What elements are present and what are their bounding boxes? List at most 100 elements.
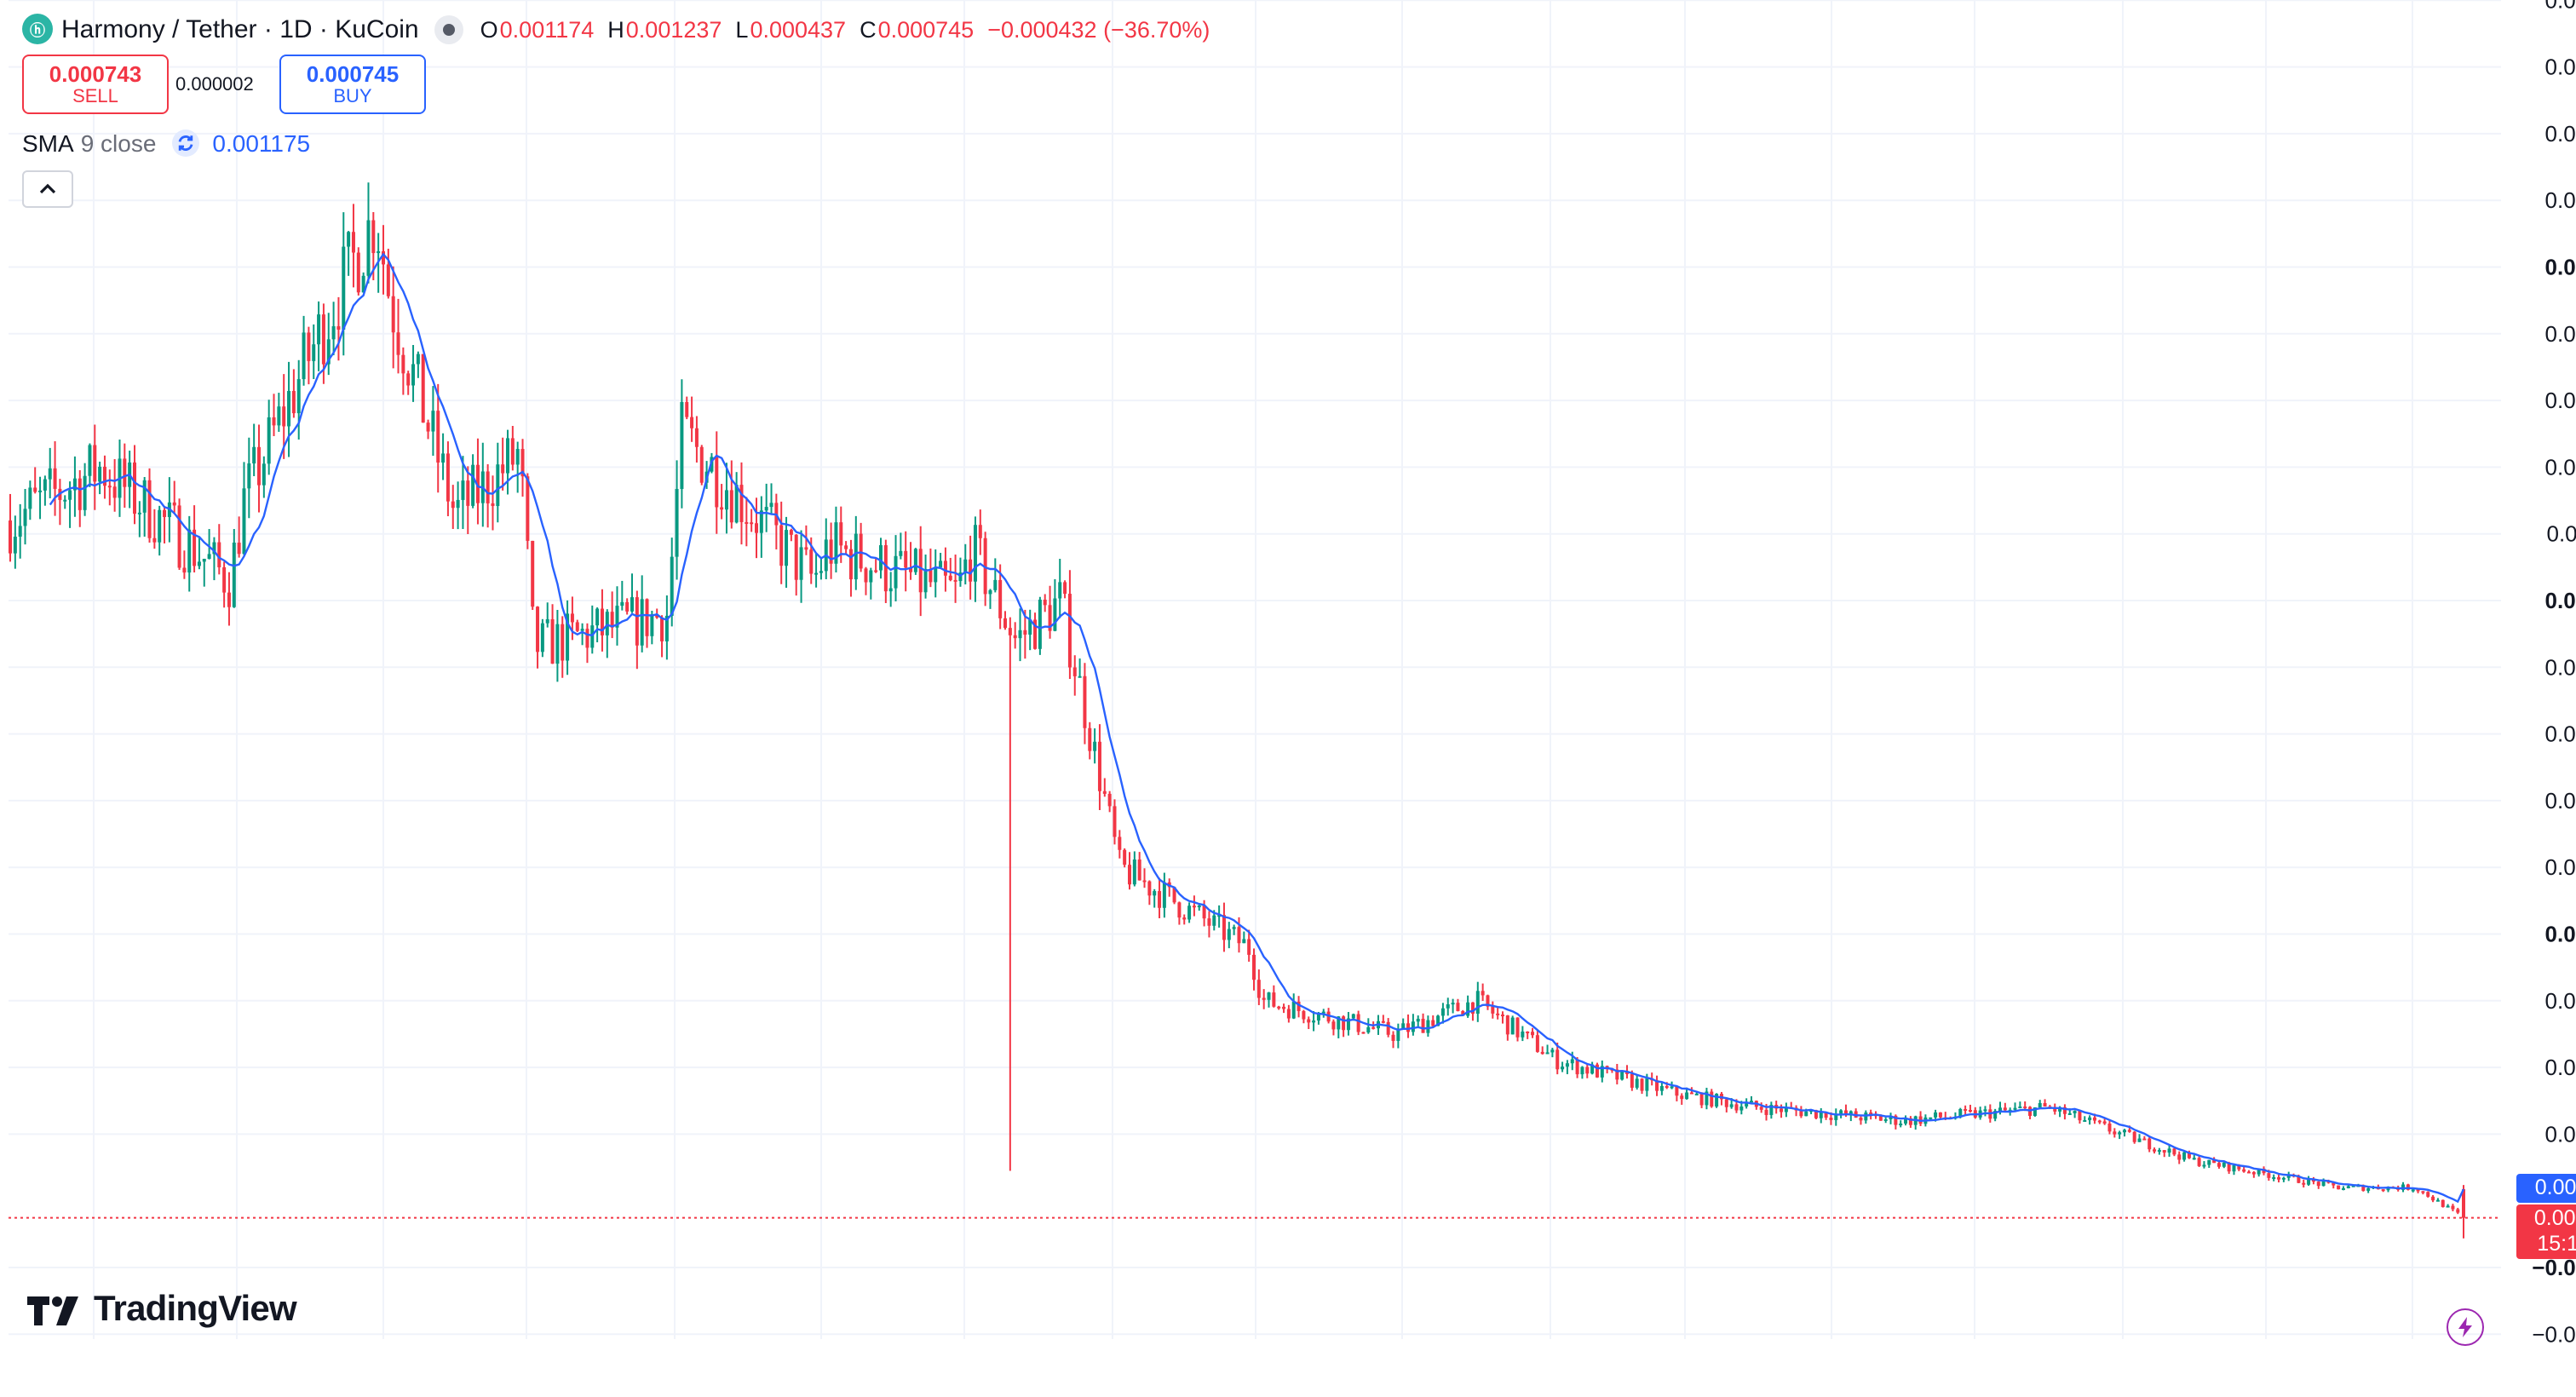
candle-body	[1475, 991, 1480, 1014]
candle-body	[724, 490, 728, 510]
candle-body	[446, 453, 450, 502]
candle-up	[317, 301, 321, 371]
candle-up	[1232, 924, 1236, 935]
candle-down	[382, 225, 385, 295]
market-status-icon[interactable]	[434, 14, 463, 43]
candle-body	[2257, 1168, 2261, 1175]
candle-down	[2132, 1130, 2136, 1144]
lightning-icon[interactable]	[2447, 1308, 2484, 1346]
candle-body	[1072, 667, 1077, 676]
candle-body	[2237, 1165, 2241, 1170]
candle-down	[1540, 1046, 1544, 1055]
candle-body	[351, 232, 355, 253]
candle-body	[436, 411, 440, 463]
candle-body	[1615, 1069, 1619, 1080]
candle-body	[1869, 1112, 1873, 1115]
candle-body	[660, 617, 664, 641]
candle-down	[1491, 1001, 1495, 1019]
candle-body	[839, 522, 843, 546]
last-price-tag: 0.000745 15:17:28	[2516, 1204, 2576, 1259]
candle-down	[2003, 1102, 2007, 1112]
candle-body	[2058, 1107, 2062, 1112]
candle-down	[969, 535, 973, 600]
candle-down	[2431, 1195, 2435, 1203]
candle-up	[2157, 1147, 2161, 1155]
candle-body	[471, 464, 475, 506]
candle-body	[282, 406, 286, 427]
tradingview-logo[interactable]: TradingView	[27, 1290, 297, 1331]
candle-body	[2153, 1149, 2157, 1152]
buy-button[interactable]: 0.000745 BUY	[279, 55, 426, 114]
candle-body	[814, 572, 819, 575]
candle-body	[342, 246, 346, 330]
candle-up	[2013, 1102, 2017, 1112]
candle-down	[1421, 1013, 1425, 1033]
candle-body	[2118, 1132, 2122, 1135]
candle-body	[1645, 1078, 1649, 1091]
candle-up	[2202, 1161, 2206, 1169]
candle-body	[1256, 980, 1261, 998]
brand-name: TradingView	[94, 1290, 297, 1329]
candle-down	[2148, 1136, 2152, 1153]
candle-body	[356, 252, 360, 293]
candle-down	[2043, 1099, 2047, 1107]
candle-body	[197, 561, 201, 566]
candle-body	[2302, 1182, 2306, 1185]
candle-body	[1724, 1099, 1728, 1107]
candle-down	[107, 469, 112, 506]
candle-down	[1719, 1091, 1723, 1106]
sell-button[interactable]: 0.000743 SELL	[22, 55, 169, 114]
candle-body	[1038, 599, 1042, 649]
price-chart[interactable]: 0.019000 0.018000 0.017000 0.016000 0.015000…	[0, 0, 2576, 1349]
candle-down	[1794, 1105, 1798, 1117]
low-value: 0.000437	[750, 16, 847, 42]
candle-body	[1780, 1108, 1784, 1112]
candle-down	[1262, 989, 1266, 1009]
candle-down	[600, 589, 604, 652]
candle-body	[844, 545, 848, 549]
candle-up	[1580, 1066, 1584, 1079]
candle-body	[2232, 1165, 2236, 1172]
candle-down	[1505, 1015, 1509, 1041]
candle-up	[2192, 1154, 2196, 1160]
candle-body	[1635, 1078, 1639, 1088]
candle-body	[277, 406, 281, 426]
candle-body	[1998, 1107, 2002, 1112]
candle-body	[1242, 939, 1246, 944]
sma-legend[interactable]: SMA 9 close 0.001175	[22, 129, 310, 157]
candle-down	[2277, 1175, 2281, 1183]
tradingview-logo-icon	[27, 1296, 78, 1325]
candle-down	[729, 460, 733, 529]
candle-body	[1013, 635, 1017, 639]
candle-down	[2153, 1147, 2157, 1154]
candle-body	[2148, 1138, 2152, 1150]
candle-body	[789, 530, 793, 535]
refresh-icon[interactable]	[171, 129, 199, 157]
collapse-legend-button[interactable]	[22, 170, 73, 208]
candle-body	[2137, 1138, 2142, 1142]
candle-down	[739, 462, 744, 545]
candle-body	[1555, 1049, 1560, 1070]
candle-up	[2446, 1204, 2450, 1208]
candle-body	[715, 457, 719, 508]
candle-body	[545, 618, 549, 624]
candle-body	[247, 463, 251, 489]
symbol-title[interactable]: Harmony / Tether · 1D · KuCoin	[61, 14, 419, 43]
candle-body	[1496, 1013, 1500, 1015]
candle-body	[1386, 1021, 1390, 1035]
candle-down	[720, 484, 724, 520]
candle-up	[2401, 1181, 2406, 1193]
candle-body	[1580, 1066, 1584, 1075]
candle-down	[426, 419, 430, 440]
candle-body	[1899, 1124, 1903, 1126]
candle-body	[540, 623, 544, 653]
candle-down	[217, 524, 221, 575]
candle-body	[2311, 1179, 2315, 1182]
candle-up	[441, 433, 446, 480]
candle-down	[501, 437, 505, 491]
candle-body	[1048, 605, 1052, 631]
candle-body	[48, 468, 52, 480]
open-value: 0.001174	[499, 16, 595, 42]
candle-down	[2097, 1119, 2102, 1124]
candle-body	[232, 543, 236, 607]
